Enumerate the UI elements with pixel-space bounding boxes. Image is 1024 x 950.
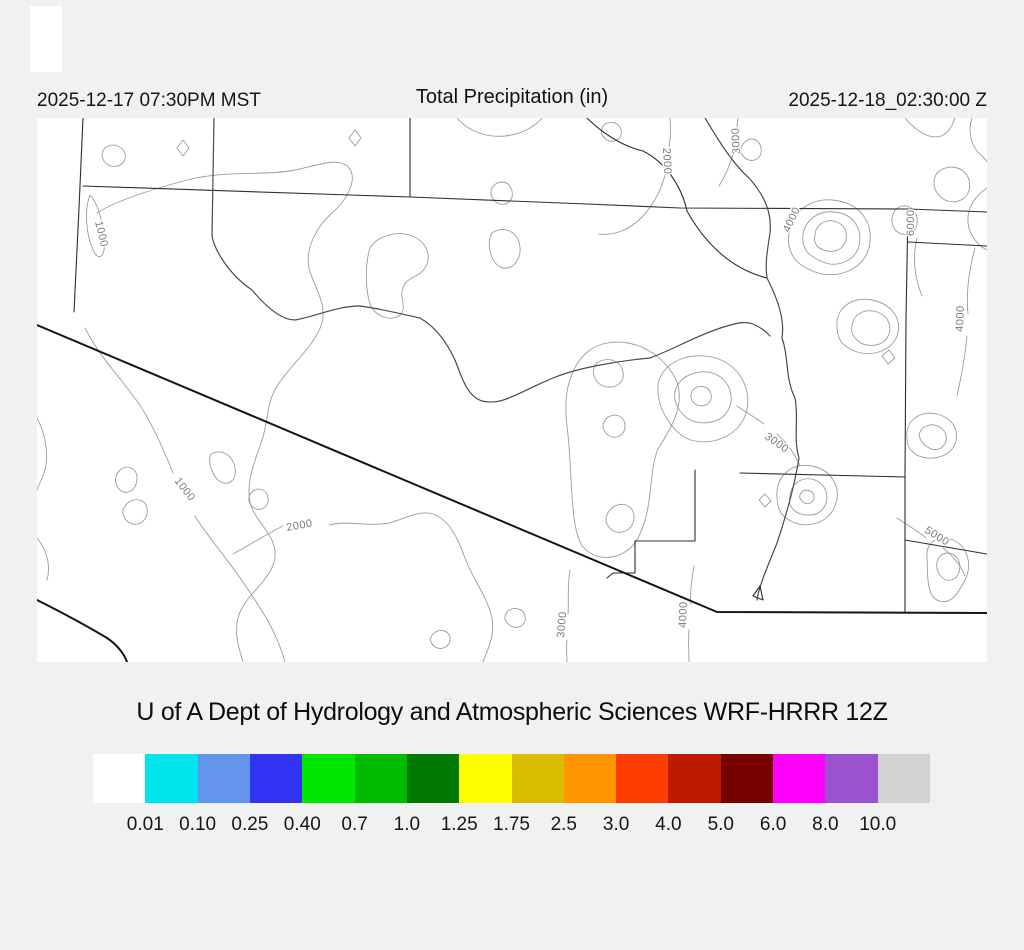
- colorbar-ticks: 0.01 0.10 0.25 0.40 0.7 1.0 1.25 1.75 2.…: [93, 814, 930, 840]
- colorbar-tick-label: 5.0: [707, 814, 735, 835]
- colorbar-tick-label: 0.25: [231, 814, 269, 835]
- contour-lines: [37, 118, 987, 662]
- colorbar-swatch: [406, 754, 460, 803]
- colorbar-swatch: [93, 754, 146, 803]
- colorbar-tick-label: 0.10: [179, 814, 217, 835]
- colorbar-swatch: [720, 754, 774, 803]
- colorbar-swatch: [302, 754, 355, 803]
- contour-label: 6000: [905, 210, 917, 236]
- colorbar-swatch: [563, 754, 617, 803]
- colorbar-tick-label: 0.7: [341, 814, 368, 835]
- colorbar-swatch: [616, 754, 669, 803]
- colorbar-tick-label: 1.0: [393, 814, 421, 835]
- contour-label: 3000: [762, 431, 791, 456]
- colorbar-swatch: [459, 754, 512, 803]
- colorbar-swatch: [773, 754, 826, 803]
- contour-label: 4000: [954, 305, 967, 332]
- colorbar-tick-label: 1.75: [493, 814, 530, 835]
- colorbar-swatch: [145, 754, 198, 803]
- colorbar-swatch: [668, 754, 721, 803]
- map-canvas: 1000 2000 3000 4000 6000 4000 1000 2000 …: [37, 118, 987, 662]
- contour-label: 3000: [730, 127, 743, 154]
- valid-time-local: 2025-12-17 07:30PM MST: [37, 90, 261, 111]
- colorbar: [93, 754, 930, 803]
- colorbar-swatch: [354, 754, 407, 803]
- colorbar-swatch: [249, 754, 303, 803]
- map-graphic: 1000 2000 3000 4000 6000 4000 1000 2000 …: [37, 118, 987, 662]
- colorbar-tick-label: 8.0: [812, 814, 839, 835]
- corner-artifact-box: [30, 6, 62, 72]
- contour-label: 3000: [555, 611, 569, 638]
- colorbar-tick-label: 10.0: [859, 814, 897, 835]
- colorbar-tick-label: 2.5: [550, 814, 578, 835]
- contour-label: 4000: [781, 205, 803, 234]
- contour-labels: 1000 2000 3000 4000 6000 4000 1000 2000 …: [91, 126, 969, 640]
- colorbar-tick-label: 3.0: [602, 814, 630, 835]
- colorbar-tick-label: 0.01: [126, 814, 164, 835]
- colorbar-tick-label: 1.25: [440, 814, 478, 835]
- map-title: Total Precipitation (in): [415, 86, 609, 108]
- colorbar-tick-label: 0.40: [283, 814, 321, 835]
- contour-label: 1000: [92, 220, 110, 249]
- caption: U of A Dept of Hydrology and Atmospheric…: [136, 698, 888, 726]
- contour-label: 4000: [677, 601, 690, 628]
- colorbar-swatch: [197, 754, 250, 803]
- colorbar-swatch: [825, 754, 878, 803]
- contour-label: 2000: [285, 518, 313, 534]
- contour-label: 2000: [660, 148, 673, 175]
- colorbar-swatch: [877, 754, 930, 803]
- colorbar-tick-label: 4.0: [655, 814, 682, 835]
- contour-label: 1000: [172, 475, 198, 503]
- boundary-lines: [37, 118, 987, 662]
- valid-time-utc: 2025-12-18_02:30:00 Z: [788, 90, 987, 111]
- colorbar-swatch: [511, 754, 564, 803]
- colorbar-tick-label: 6.0: [759, 814, 787, 835]
